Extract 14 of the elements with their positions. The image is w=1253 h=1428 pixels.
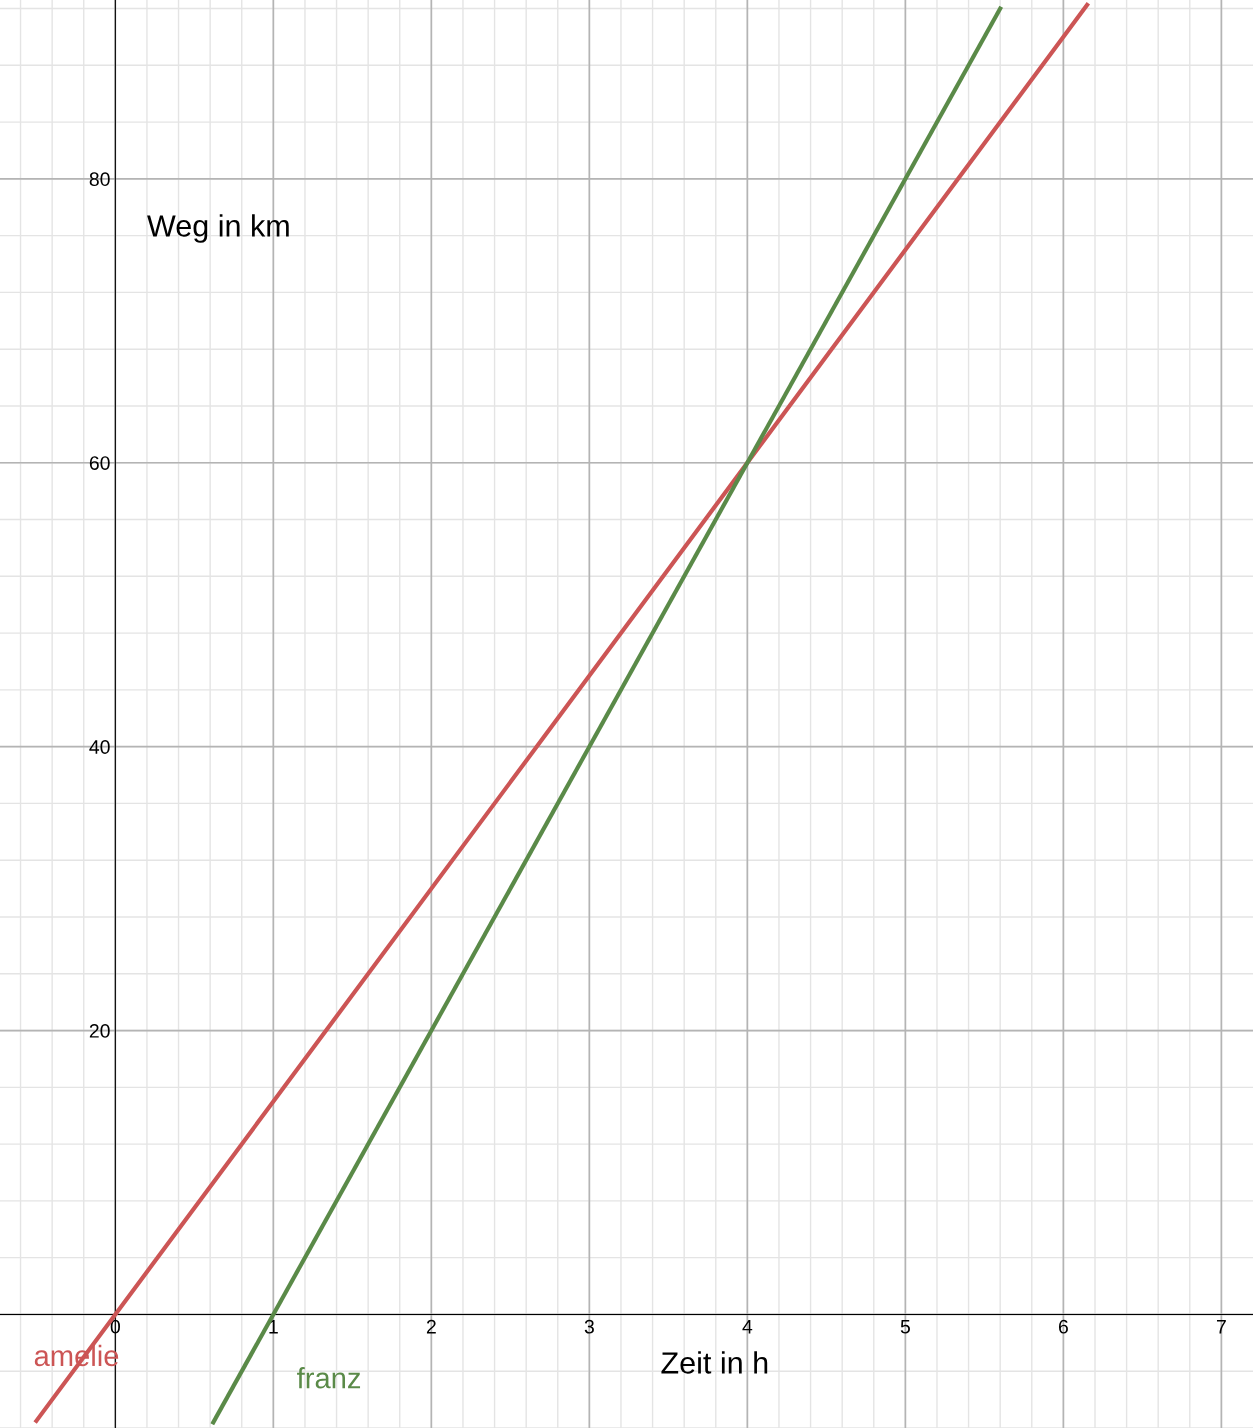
y-tick-label: 40 [89, 740, 110, 754]
x-tick-label: 7 [1216, 1320, 1226, 1334]
y-axis-title: Weg in km [147, 214, 289, 243]
x-axis-title: Zeit in h [661, 1351, 768, 1374]
x-tick-label: 5 [900, 1320, 910, 1334]
series-label: franz [297, 1367, 361, 1389]
x-tick-label: 3 [584, 1319, 594, 1334]
x-tick-label: 4 [742, 1320, 753, 1334]
y-tick-label: 80 [89, 172, 110, 187]
x-tick-label: 2 [426, 1319, 436, 1334]
x-tick-label: 6 [1058, 1319, 1068, 1334]
x-tick-label: 1 [269, 1320, 278, 1334]
y-tick-label: 20 [89, 1024, 110, 1038]
y-tick-label: 60 [89, 456, 110, 470]
